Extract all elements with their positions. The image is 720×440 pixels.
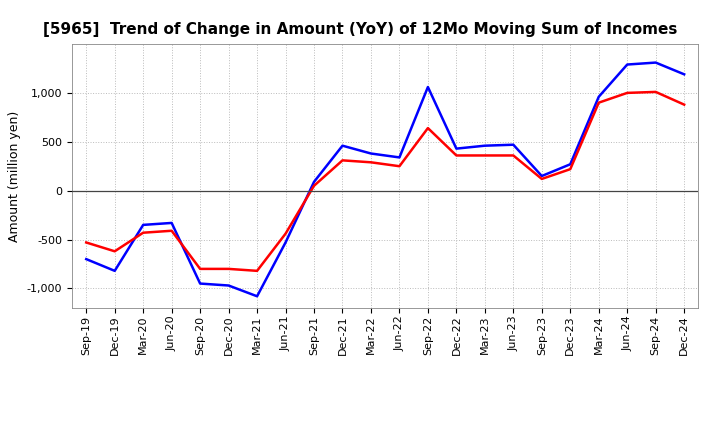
Net Income bbox=[110, 249, 119, 254]
Ordinary Income bbox=[253, 293, 261, 299]
Ordinary Income bbox=[652, 60, 660, 65]
Net Income bbox=[338, 158, 347, 163]
Line: Net Income: Net Income bbox=[86, 92, 684, 271]
Ordinary Income bbox=[595, 94, 603, 99]
Ordinary Income bbox=[225, 283, 233, 288]
Ordinary Income bbox=[196, 281, 204, 286]
Ordinary Income bbox=[282, 240, 290, 245]
Ordinary Income bbox=[623, 62, 631, 67]
Ordinary Income bbox=[338, 143, 347, 148]
Ordinary Income bbox=[167, 220, 176, 226]
Ordinary Income bbox=[566, 161, 575, 167]
Net Income bbox=[680, 102, 688, 107]
Net Income bbox=[167, 228, 176, 233]
Net Income bbox=[253, 268, 261, 274]
Net Income bbox=[196, 266, 204, 271]
Net Income bbox=[595, 100, 603, 105]
Ordinary Income bbox=[680, 72, 688, 77]
Net Income bbox=[310, 183, 318, 188]
Net Income bbox=[82, 240, 91, 245]
Ordinary Income bbox=[366, 151, 375, 156]
Net Income bbox=[282, 231, 290, 236]
Net Income bbox=[566, 166, 575, 172]
Net Income bbox=[366, 160, 375, 165]
Net Income bbox=[509, 153, 518, 158]
Ordinary Income bbox=[82, 257, 91, 262]
Net Income bbox=[480, 153, 489, 158]
Ordinary Income bbox=[509, 142, 518, 147]
Ordinary Income bbox=[452, 146, 461, 151]
Ordinary Income bbox=[537, 173, 546, 179]
Net Income bbox=[225, 266, 233, 271]
Net Income bbox=[537, 176, 546, 182]
Net Income bbox=[395, 164, 404, 169]
Net Income bbox=[423, 125, 432, 131]
Net Income bbox=[139, 230, 148, 235]
Ordinary Income bbox=[139, 222, 148, 227]
Ordinary Income bbox=[423, 84, 432, 90]
Net Income bbox=[452, 153, 461, 158]
Net Income bbox=[623, 90, 631, 95]
Text: [5965]  Trend of Change in Amount (YoY) of 12Mo Moving Sum of Incomes: [5965] Trend of Change in Amount (YoY) o… bbox=[42, 22, 678, 37]
Ordinary Income bbox=[110, 268, 119, 274]
Ordinary Income bbox=[310, 179, 318, 184]
Ordinary Income bbox=[395, 155, 404, 160]
Net Income bbox=[652, 89, 660, 95]
Line: Ordinary Income: Ordinary Income bbox=[86, 62, 684, 296]
Ordinary Income bbox=[480, 143, 489, 148]
Y-axis label: Amount (million yen): Amount (million yen) bbox=[8, 110, 21, 242]
